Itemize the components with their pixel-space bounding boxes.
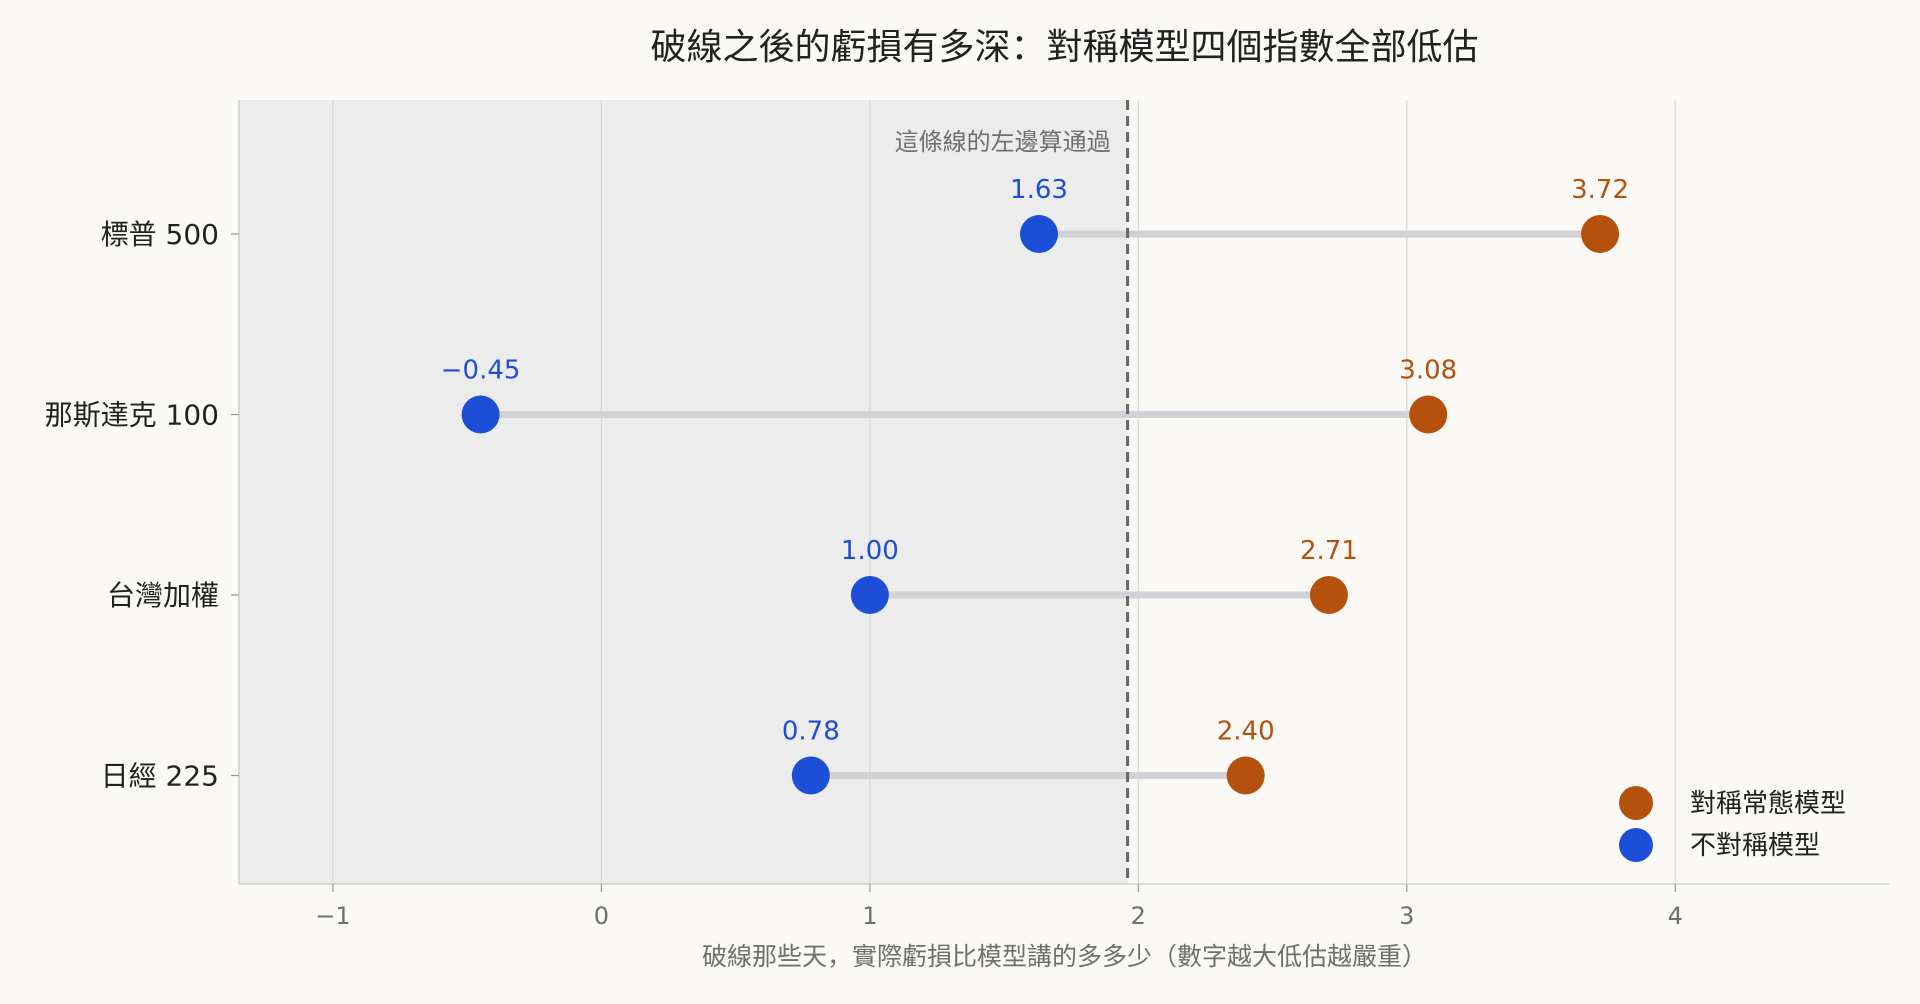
threshold-label: 這條線的左邊算通過 (895, 128, 1111, 156)
x-tick-label: 4 (1668, 902, 1683, 930)
symmetric-model-dot (1409, 395, 1448, 434)
asymmetric-model-dot (791, 756, 830, 795)
legend-symmetric-marker (1619, 786, 1653, 820)
legend-symmetric-label: 對稱常態模型 (1690, 789, 1846, 819)
label-layer: 3.72 3.08 2.71 2.40 1.63 −0.45 1.00 0.78 (441, 175, 1629, 747)
x-tick-label: 1 (862, 902, 877, 930)
legend-asymmetric-label: 不對稱模型 (1690, 831, 1820, 861)
y-tick-label: 台灣加權 (107, 579, 219, 612)
symmetric-value-label: 3.08 (1399, 356, 1457, 386)
y-tick-label: 標普 500 (101, 218, 219, 251)
symmetric-value-label: 3.72 (1571, 175, 1629, 205)
asymmetric-model-dot (1019, 215, 1058, 253)
x-tick-label: 0 (594, 902, 609, 930)
chart-title: 破線之後的虧損有多深：對稱模型四個指數全部低估 (650, 27, 1478, 68)
asymmetric-model-dot (461, 395, 500, 434)
symmetric-value-label: 2.71 (1300, 536, 1358, 566)
y-tick-label: 那斯達克 100 (45, 399, 219, 432)
asymmetric-value-label: 1.00 (841, 536, 899, 566)
asymmetric-value-label: 0.78 (782, 717, 840, 747)
x-tick-label: 2 (1131, 902, 1146, 930)
x-axis-label: 破線那些天，實際虧損比模型講的多多少（數字越大低估越嚴重） (702, 942, 1427, 971)
x-tick-label: 3 (1399, 902, 1414, 930)
symmetric-model-dot (1581, 215, 1620, 253)
symmetric-value-label: 2.40 (1217, 717, 1275, 747)
asymmetric-value-label: −0.45 (441, 356, 521, 386)
plot-shade-region (239, 100, 1128, 884)
asymmetric-value-label: 1.63 (1010, 175, 1068, 205)
symmetric-model-dot (1226, 756, 1265, 795)
point-layer (461, 215, 1620, 795)
legend-asymmetric-marker (1619, 828, 1653, 862)
asymmetric-model-dot (850, 576, 889, 614)
y-tick-label: 日經 225 (101, 760, 219, 793)
x-tick-label: −1 (315, 902, 350, 930)
symmetric-model-dot (1309, 576, 1348, 614)
connector-layer (477, 230, 1604, 779)
